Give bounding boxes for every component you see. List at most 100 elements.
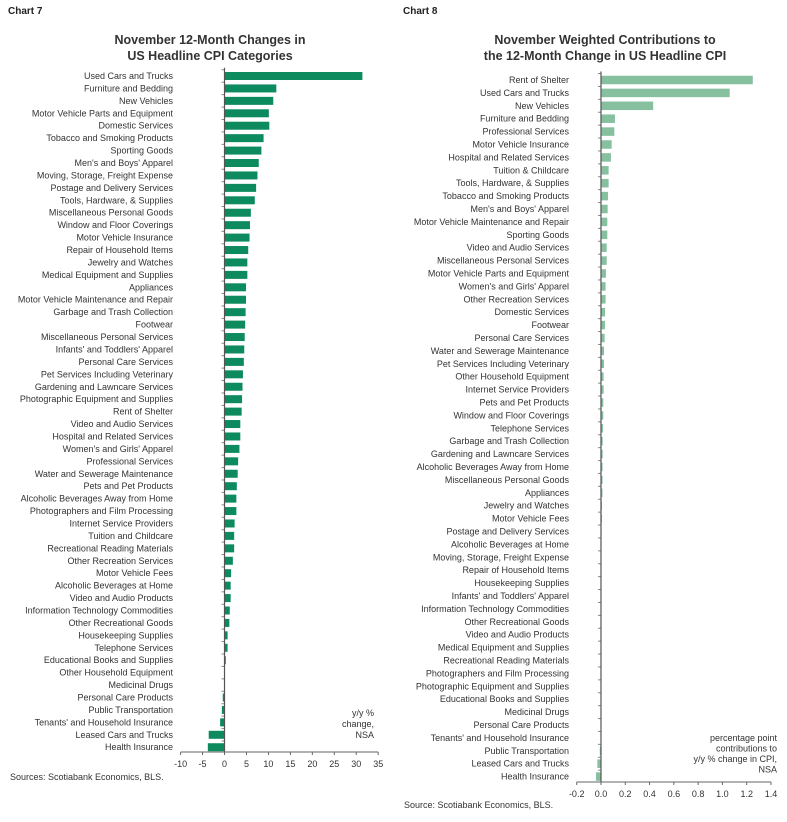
chart8-category-label: Gardening and Lawncare Services — [431, 449, 570, 459]
chart7-bar — [224, 283, 247, 292]
chart8-category-label: Other Recreation Services — [463, 294, 569, 304]
chart7-bar — [224, 258, 248, 267]
chart7-category-label: Leased Cars and Trucks — [75, 730, 173, 740]
chart8-bar — [600, 475, 603, 485]
chart8-category-label: Footwear — [531, 320, 569, 330]
chart7-x-tick-label: 20 — [307, 759, 317, 769]
chart8-category-label: Internet Service Providers — [465, 385, 569, 395]
chart7-bar — [224, 382, 243, 391]
chart8-bar — [600, 346, 605, 356]
chart8-bar — [600, 398, 604, 407]
chart7-bar — [224, 531, 235, 540]
chart8-category-label: Motor Vehicle Parts and Equipment — [428, 269, 570, 279]
chart7-category-label: Men's and Boys' Apparel — [75, 158, 174, 168]
chart8-category-label: Public Transportation — [484, 746, 569, 756]
chart8-category-label: Water and Sewerage Maintenance — [431, 346, 569, 356]
chart7-category-label: Information Technology Commodities — [25, 605, 173, 615]
chart7-category-label: Used Cars and Trucks — [84, 71, 174, 81]
chart8-category-label: Professional Services — [482, 127, 569, 137]
chart8-category-label: Motor Vehicle Fees — [492, 514, 570, 524]
chart7-category-label: Medical Equipment and Supplies — [42, 270, 174, 280]
chart8-title-line1: November Weighted Contributions to — [494, 33, 716, 47]
chart7-category-label: Medicinal Drugs — [108, 680, 173, 690]
chart7-bar — [220, 718, 225, 727]
chart8-bar — [600, 307, 605, 317]
chart8-bar — [600, 127, 615, 136]
chart7-bar — [221, 705, 225, 714]
chart7-x-tick-label: -10 — [174, 759, 187, 769]
chart7-category-label: Appliances — [129, 282, 174, 292]
chart7-category-label: Hospital and Related Services — [52, 431, 173, 441]
chart8-bar — [600, 204, 608, 214]
chart8-category-label: Information Technology Commodities — [421, 604, 569, 614]
chart7-bar — [224, 469, 238, 478]
chart8-title: November Weighted Contributions to the 1… — [430, 32, 780, 64]
chart7-bar — [224, 84, 277, 93]
chart8-category-label: Used Cars and Trucks — [480, 88, 570, 98]
chart7-category-label: Recreational Reading Materials — [47, 543, 173, 553]
chart8-category-label: Window and Floor Coverings — [453, 410, 569, 420]
chart8-bar — [600, 282, 606, 291]
chart8-bar — [600, 217, 608, 227]
chart7-bar — [224, 643, 228, 652]
chart8-bar — [600, 114, 615, 123]
chart8-bar — [600, 230, 608, 240]
chart8-unit-note: contributions to — [716, 744, 777, 754]
chart7-bar — [224, 606, 230, 615]
chart8-unit-note: NSA — [758, 765, 777, 775]
chart7-category-label: Water and Sewerage Maintenance — [35, 469, 173, 479]
chart8-x-tick-label: -0.2 — [569, 789, 585, 799]
chart8-category-label: Other Recreational Goods — [464, 617, 569, 627]
chart7-unit-note: y/y % — [352, 708, 374, 718]
chart8-bar — [600, 411, 604, 420]
chart7-category-label: Miscellaneous Personal Services — [41, 332, 174, 342]
chart8-x-tick-label: 1.4 — [765, 789, 778, 799]
chart7-bar — [224, 594, 231, 603]
chart8-x-tick-label: 0.6 — [668, 789, 681, 799]
chart7-bar — [224, 656, 226, 665]
chart8-source: Source: Scotiabank Economics, BLS. — [404, 800, 553, 810]
chart7-category-label: Internet Service Providers — [69, 518, 173, 528]
chart8-bar — [600, 88, 730, 98]
chart8-category-label: Postage and Delivery Services — [446, 527, 569, 537]
chart7-bar — [224, 444, 240, 453]
chart7-category-label: Alcoholic Beverages Away from Home — [21, 494, 173, 504]
chart7-bar — [224, 432, 241, 441]
chart7-x-tick-label: 35 — [373, 759, 383, 769]
chart8-bar — [600, 178, 609, 188]
chart8-bar — [600, 436, 603, 446]
chart8-category-label: Infants' and Toddlers' Apparel — [452, 591, 569, 601]
chart7-category-label: Rent of Shelter — [113, 407, 173, 417]
chart7-bar — [224, 146, 262, 155]
chart7-category-label: Infants' and Toddlers' Apparel — [56, 344, 173, 354]
chart7-category-label: Personal Care Products — [77, 693, 173, 703]
chart7-category-label: Photographic Equipment and Supplies — [20, 394, 174, 404]
chart8-bar — [600, 269, 606, 278]
chart7-category-label: Motor Vehicle Insurance — [76, 233, 173, 243]
chart7-bar — [207, 743, 225, 752]
chart7-category-label: Alcoholic Beverages at Home — [55, 581, 173, 591]
chart7-category-label: Photographers and Film Processing — [30, 506, 173, 516]
chart8-category-label: Jewelry and Watches — [484, 501, 570, 511]
chart7-bar — [224, 333, 245, 342]
chart7-bar — [224, 270, 248, 279]
chart7-bar — [224, 208, 251, 217]
chart8-category-label: Health Insurance — [501, 772, 569, 782]
chart7-bar — [224, 556, 233, 565]
chart8-category-label: Women's and Girls' Apparel — [459, 281, 569, 291]
chart7-bar — [224, 171, 258, 180]
chart8-unit-note: percentage point — [710, 733, 778, 743]
chart7-category-label: Personal Care Services — [78, 357, 173, 367]
chart8-x-tick-label: 0.2 — [619, 789, 632, 799]
chart7-category-label: Other Recreation Services — [67, 556, 173, 566]
chart8-category-label: Medical Equipment and Supplies — [438, 643, 570, 653]
chart7-bar — [224, 134, 264, 143]
chart7-bar — [224, 519, 235, 528]
chart8-category-label: Pets and Pet Products — [479, 398, 569, 408]
chart7-x-tick-label: 0 — [222, 759, 227, 769]
chart8-bar — [600, 359, 605, 369]
chart7-bar — [224, 395, 243, 404]
chart7-category-label: New Vehicles — [119, 96, 174, 106]
chart7-category-label: Health Insurance — [105, 742, 173, 752]
chart7-title-line2: US Headline CPI Categories — [127, 49, 293, 63]
